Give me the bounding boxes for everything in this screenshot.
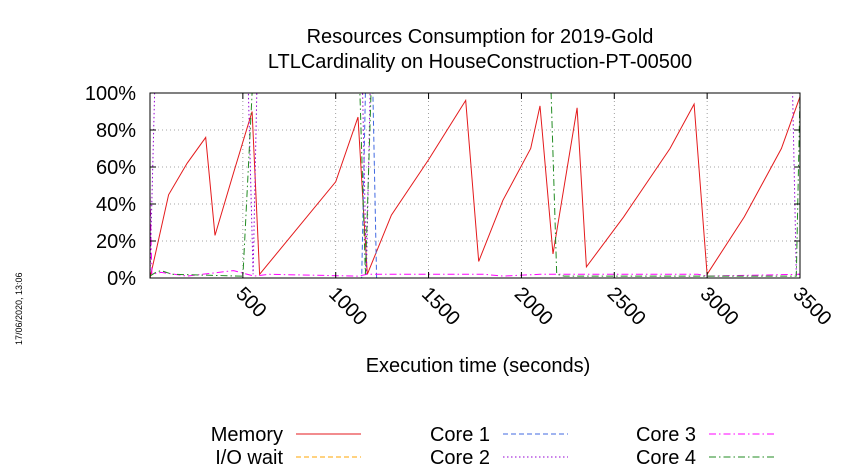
x-tick-label: 3500 [788, 283, 835, 330]
legend-label-core-1: Core 1 [430, 424, 490, 446]
series-line-core-3 [149, 194, 801, 277]
y-axis: 0% 20% 40% 60% 80% 100% [85, 83, 800, 290]
y-tick-label: 20% [96, 231, 136, 253]
y-tick-label: 100% [85, 83, 136, 105]
x-tick-label: 500 [231, 283, 270, 322]
x-tick-label: 1500 [417, 283, 464, 330]
timestamp: 17/06/2020, 13:06 [14, 272, 24, 345]
chart-title-line-1: Resources Consumption for 2019-Gold [307, 26, 654, 48]
series-line-memory [149, 96, 801, 279]
series-line-core-1 [150, 92, 800, 279]
x-axis: 500 1000 1500 2000 2500 3000 3500 [231, 93, 835, 330]
legend-label-core-4: Core 4 [636, 447, 696, 469]
grid [150, 93, 800, 278]
x-axis-label: Execution time (seconds) [366, 355, 591, 377]
legend-label-core-2: Core 2 [430, 447, 490, 469]
plot-area [149, 92, 801, 279]
series-line-core-2 [149, 92, 800, 275]
x-tick-label: 3000 [696, 283, 743, 330]
y-tick-label: 0% [107, 268, 136, 290]
plot-frame [149, 92, 801, 279]
legend-label-core-3: Core 3 [636, 424, 696, 446]
x-tick-label: 1000 [324, 283, 371, 330]
y-tick-label: 60% [96, 157, 136, 179]
x-tick-label: 2000 [510, 283, 557, 330]
series-line-core-4 [149, 92, 801, 277]
y-tick-label: 40% [96, 194, 136, 216]
legend-label-memory: Memory [211, 424, 283, 446]
legend-label-i-o-wait: I/O wait [215, 447, 283, 469]
y-tick-label: 80% [96, 120, 136, 142]
chart-title-line-2: LTLCardinality on HouseConstruction-PT-0… [268, 51, 692, 73]
x-tick-label: 2500 [603, 283, 650, 330]
